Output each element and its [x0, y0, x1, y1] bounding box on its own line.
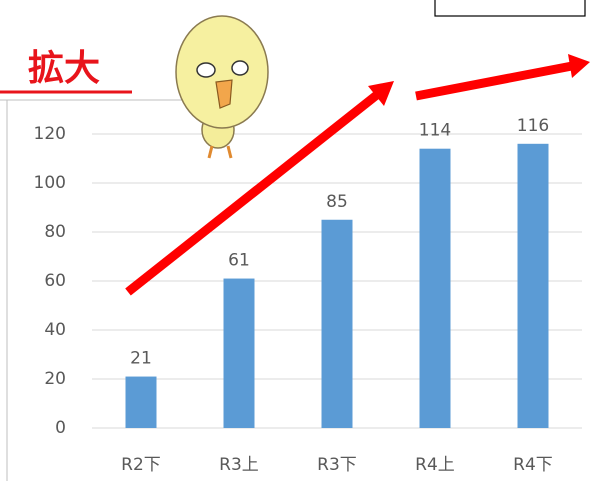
bar: [322, 220, 353, 428]
x-tick-label: R3下: [317, 455, 357, 475]
chick-eye: [232, 61, 248, 75]
data-label: 114: [419, 121, 451, 141]
data-label: 116: [517, 116, 549, 136]
chick-head: [176, 16, 268, 128]
chick-eye: [197, 63, 215, 77]
x-tick-label: R3上: [219, 455, 259, 475]
x-tick-label: R2下: [121, 455, 161, 475]
x-tick-label: R4下: [513, 455, 553, 475]
y-tick-label: 120: [34, 124, 66, 144]
data-label: 85: [326, 192, 348, 212]
y-tick-label: 60: [44, 271, 66, 291]
y-tick-label: 20: [44, 369, 66, 389]
data-label: 61: [228, 251, 250, 271]
y-tick-label: 100: [34, 173, 66, 193]
chart-title: 拡大: [28, 48, 100, 89]
y-tick-label: 40: [44, 320, 66, 340]
x-tick-label: R4上: [415, 455, 455, 475]
chart: 拡大 0 20 40 60 80 100 120 R2下 21 R3上 61 R3下 85 R4上 114 R…: [0, 0, 595, 481]
bar: [420, 149, 451, 428]
y-tick-label: 0: [55, 418, 66, 438]
bar: [518, 144, 549, 428]
bar: [224, 279, 255, 428]
data-label: 21: [130, 349, 152, 369]
y-tick-label: 80: [44, 222, 66, 242]
bar: [126, 377, 157, 428]
box: [435, 0, 585, 16]
